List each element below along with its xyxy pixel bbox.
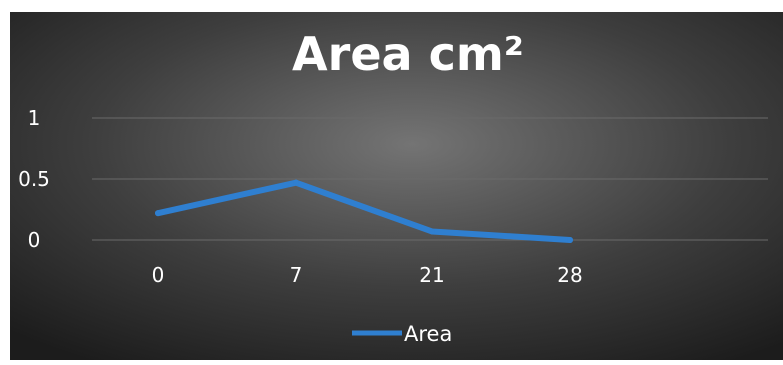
data-point xyxy=(567,237,573,243)
gridlines xyxy=(92,117,768,241)
y-tick-label: 1 xyxy=(28,106,41,130)
x-tick-label: 28 xyxy=(557,263,582,287)
x-tick-label: 21 xyxy=(419,263,444,287)
data-point xyxy=(293,179,299,186)
x-tick-label: 7 xyxy=(290,263,303,287)
series-lines xyxy=(155,179,573,243)
y-axis-ticks: 10.50 xyxy=(18,106,50,252)
x-tick-label: 0 xyxy=(152,263,165,287)
chart-title: Area cm² xyxy=(292,27,524,81)
chart-background xyxy=(10,12,783,360)
legend-label-area: Area xyxy=(404,322,452,346)
x-axis-ticks: 0 7 21 28 xyxy=(152,263,583,287)
y-tick-label: 0.5 xyxy=(18,167,50,191)
data-point xyxy=(155,210,161,217)
y-tick-label: 0 xyxy=(28,228,41,252)
data-point xyxy=(429,228,435,235)
series-line-area xyxy=(155,179,573,243)
legend: Area xyxy=(352,322,452,346)
